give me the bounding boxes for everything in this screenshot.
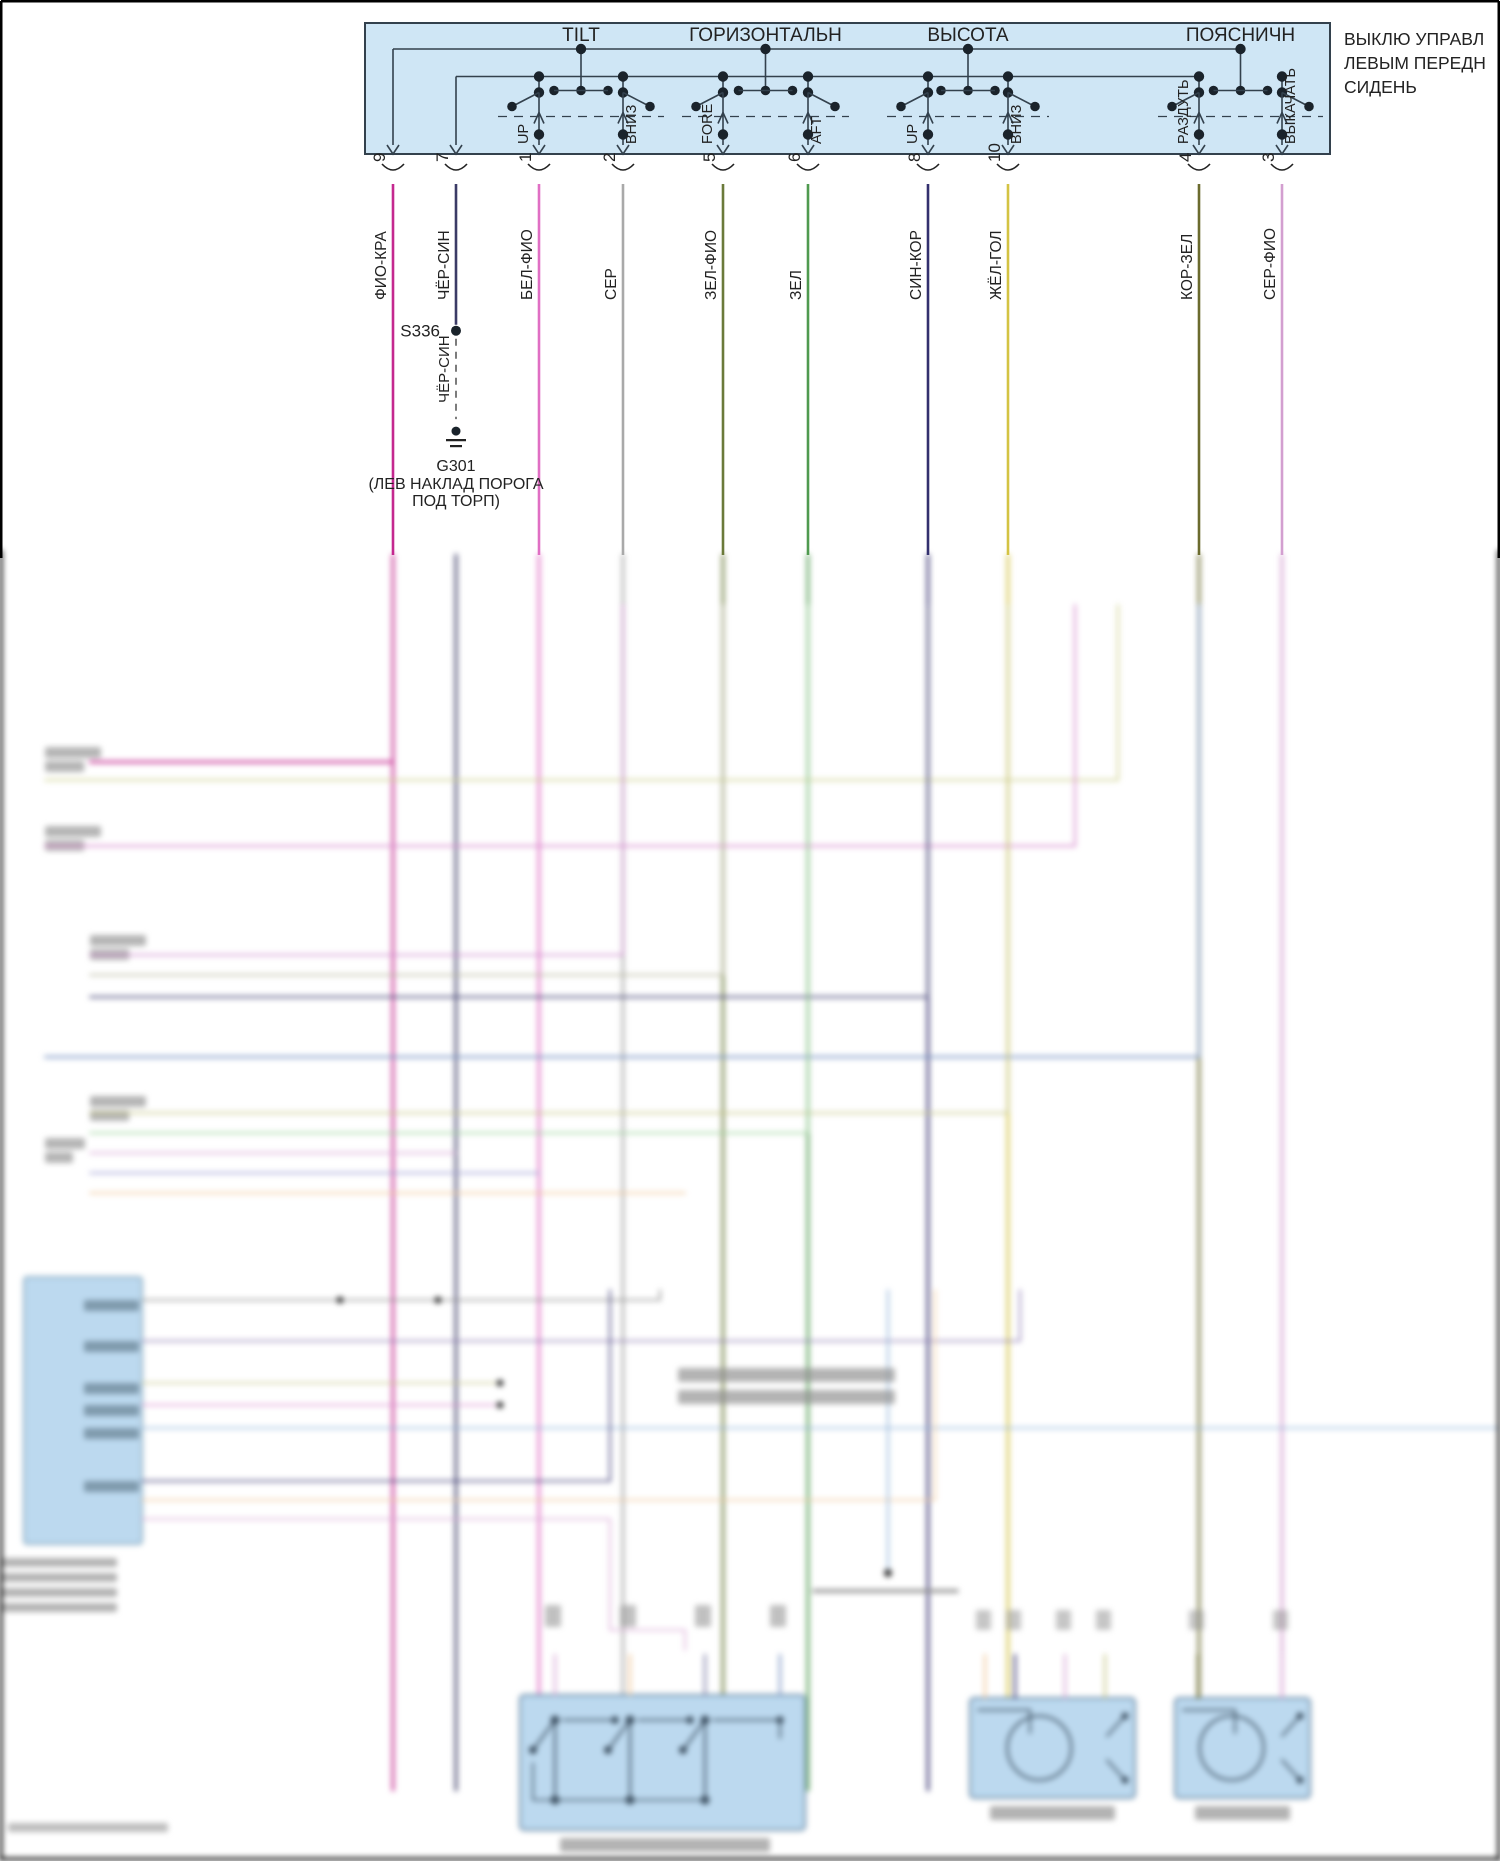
svg-text:G301: G301 xyxy=(436,458,475,475)
svg-text:ПОЯСНИЧН: ПОЯСНИЧН xyxy=(1186,25,1295,46)
svg-text:4: 4 xyxy=(1176,153,1195,162)
svg-text:AFT: AFT xyxy=(809,116,825,144)
svg-text:СЕР-ФИО: СЕР-ФИО xyxy=(1262,228,1279,300)
svg-text:СИДЕНЬ: СИДЕНЬ xyxy=(1344,77,1417,97)
svg-text:ЧЁР-СИН: ЧЁР-СИН xyxy=(436,335,453,402)
svg-text:3: 3 xyxy=(1259,153,1278,162)
svg-text:ВЫСОТА: ВЫСОТА xyxy=(927,25,1009,46)
svg-text:8: 8 xyxy=(905,153,924,162)
svg-text:10: 10 xyxy=(985,143,1004,162)
svg-text:ЛЕВЫМ ПЕРЕДН: ЛЕВЫМ ПЕРЕДН xyxy=(1344,53,1486,73)
svg-text:ФИО-КРА: ФИО-КРА xyxy=(373,231,390,300)
svg-text:ВЫКАЧАТЬ: ВЫКАЧАТЬ xyxy=(1283,68,1299,144)
svg-text:2: 2 xyxy=(600,153,619,162)
svg-text:КОР-ЗЕЛ: КОР-ЗЕЛ xyxy=(1179,234,1196,300)
svg-text:ГОРИЗОНТАЛЬН: ГОРИЗОНТАЛЬН xyxy=(689,25,842,46)
svg-text:5: 5 xyxy=(700,153,719,162)
svg-text:(ЛЕВ НАКЛАД ПОРОГА: (ЛЕВ НАКЛАД ПОРОГА xyxy=(368,476,543,493)
svg-text:6: 6 xyxy=(785,153,804,162)
svg-text:ЗЕЛ-ФИО: ЗЕЛ-ФИО xyxy=(703,230,720,300)
svg-text:ВНИЗ: ВНИЗ xyxy=(624,104,640,144)
svg-text:ВНИЗ: ВНИЗ xyxy=(1009,104,1025,144)
svg-text:РАЗДУТЬ: РАЗДУТЬ xyxy=(1176,79,1192,144)
svg-text:1: 1 xyxy=(516,153,535,162)
svg-text:UP: UP xyxy=(905,124,921,144)
svg-text:БЕЛ-ФИО: БЕЛ-ФИО xyxy=(519,229,536,300)
svg-text:7: 7 xyxy=(433,153,452,162)
svg-text:ЖЁЛ-ГОЛ: ЖЁЛ-ГОЛ xyxy=(988,230,1005,300)
svg-text:9: 9 xyxy=(370,153,389,162)
svg-text:ПОД ТОРП): ПОД ТОРП) xyxy=(412,493,500,510)
svg-text:ЗЕЛ: ЗЕЛ xyxy=(788,270,805,300)
svg-text:СЕР: СЕР xyxy=(603,268,620,300)
svg-text:S336: S336 xyxy=(400,322,440,341)
svg-text:UP: UP xyxy=(516,124,532,144)
svg-text:ЧЁР-СИН: ЧЁР-СИН xyxy=(436,230,453,300)
svg-text:TILT: TILT xyxy=(562,25,600,46)
svg-text:СИН-КОР: СИН-КОР xyxy=(908,230,925,300)
svg-text:FORE: FORE xyxy=(700,103,716,144)
svg-text:ВЫКЛЮ УПРАВЛ: ВЫКЛЮ УПРАВЛ xyxy=(1344,29,1484,49)
